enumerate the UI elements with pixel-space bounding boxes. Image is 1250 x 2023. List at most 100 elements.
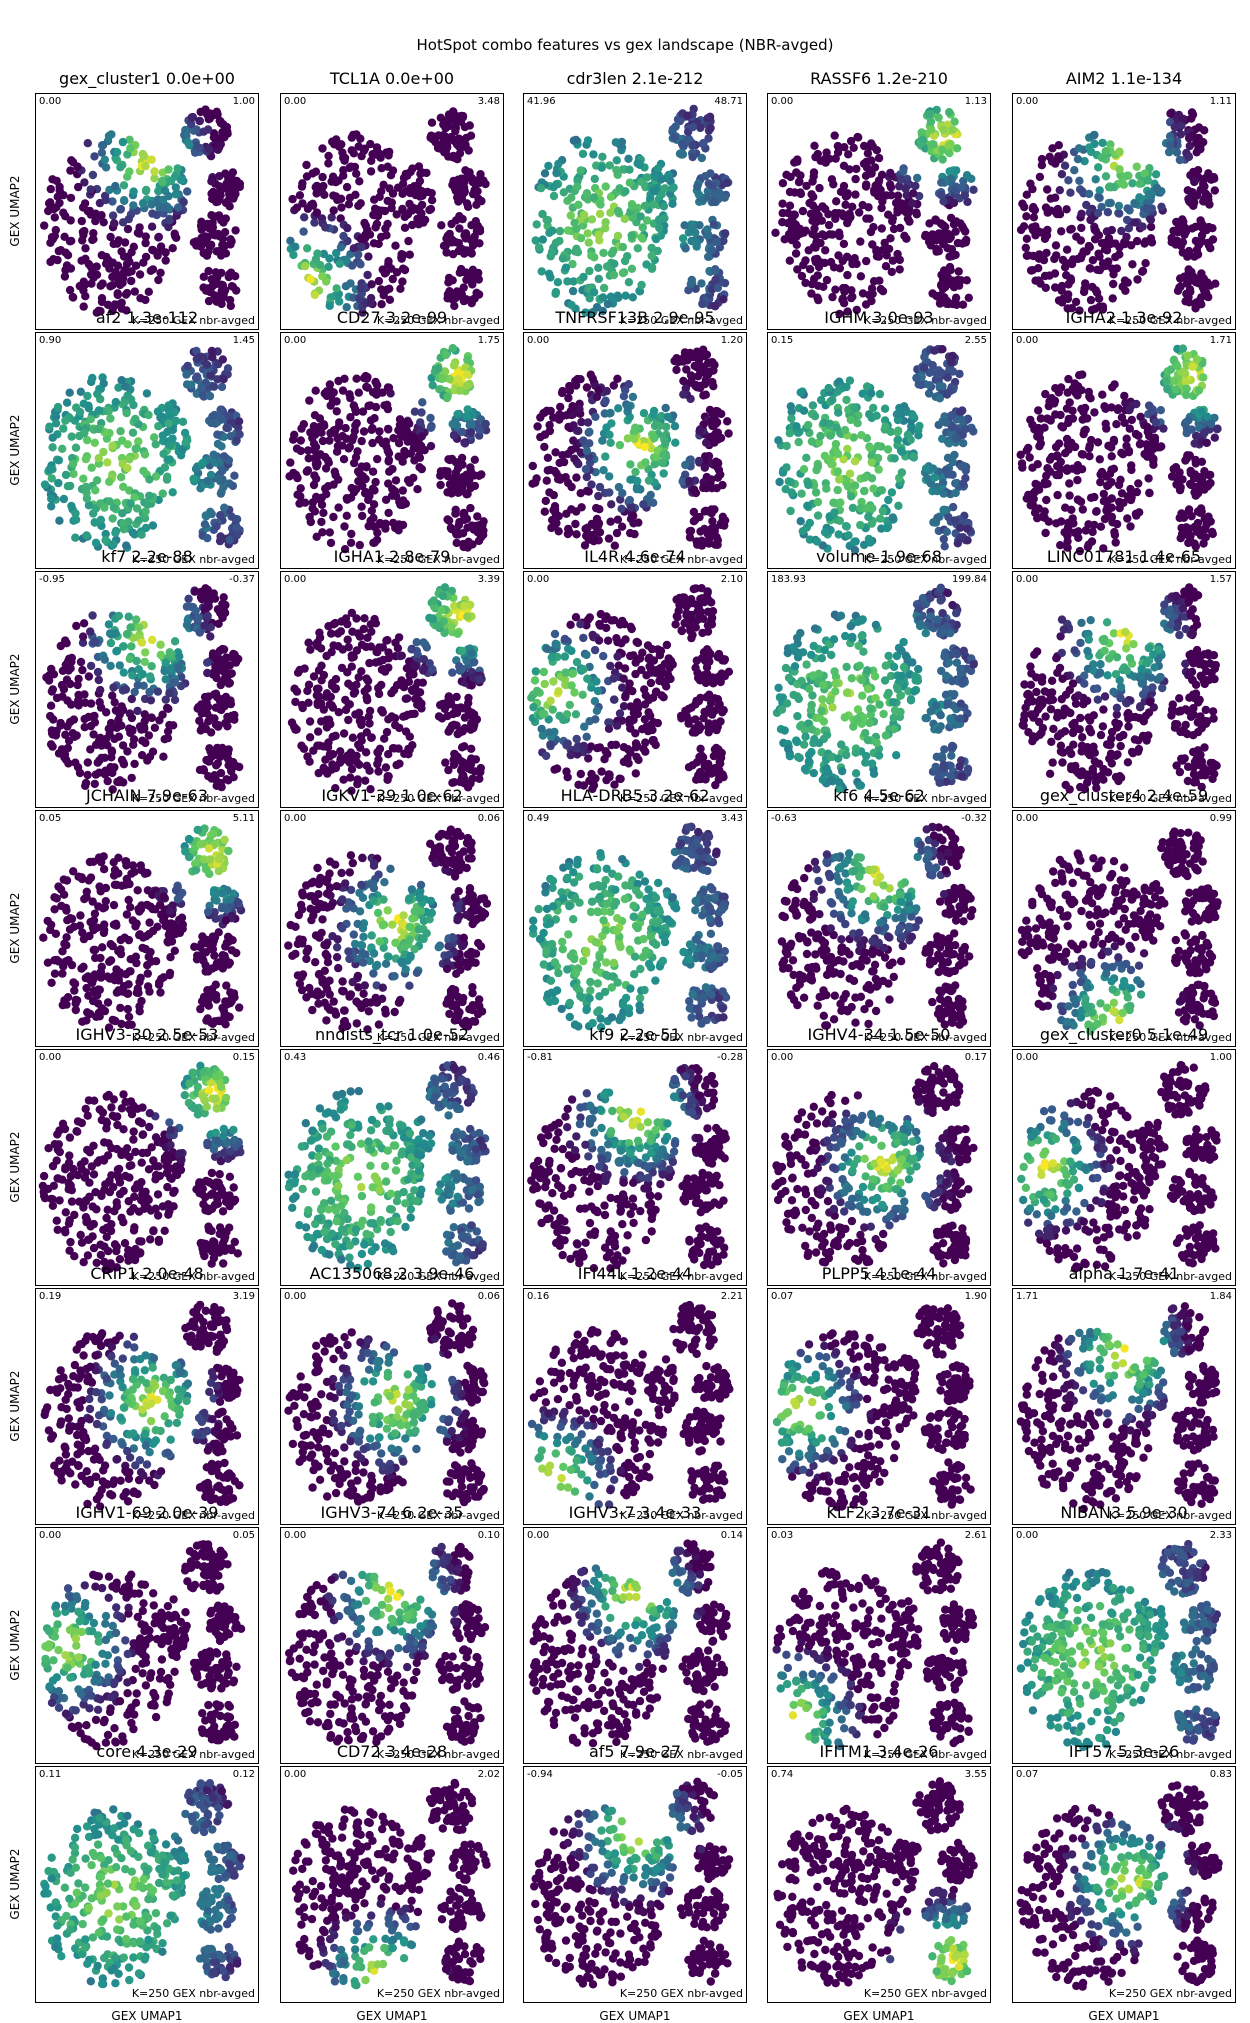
cell-point (457, 265, 465, 273)
cell-point (963, 171, 971, 179)
cell-point (1183, 352, 1191, 360)
cell-point (106, 282, 114, 290)
cell-point (811, 153, 819, 161)
cell-point (614, 207, 622, 215)
cell-point (813, 537, 821, 545)
cell-point (297, 436, 305, 444)
cell-point (947, 233, 955, 241)
cell-point (937, 178, 945, 186)
cell-point (961, 227, 969, 235)
cell-point (688, 142, 696, 150)
cell-point (372, 391, 380, 399)
cell-point (943, 528, 951, 536)
cell-point (1125, 406, 1133, 414)
cell-point (567, 446, 575, 454)
cell-point (931, 473, 939, 481)
cell-point (101, 156, 109, 164)
cell-point (643, 216, 651, 224)
cell-point (535, 243, 543, 251)
cell-point (289, 251, 297, 259)
cell-point (894, 435, 902, 443)
cell-point (122, 685, 130, 693)
cell-point (672, 366, 680, 374)
cell-point (544, 466, 552, 474)
cell-point (579, 150, 587, 158)
cell-point (352, 375, 360, 383)
cell-point (451, 184, 459, 192)
cell-point (1172, 473, 1180, 481)
cell-point (606, 161, 614, 169)
cell-point (1185, 134, 1193, 142)
cell-point (148, 223, 156, 231)
cell-point (143, 389, 151, 397)
cell-point (84, 402, 92, 410)
cell-point (660, 214, 668, 222)
cell-point (645, 476, 653, 484)
cell-point (614, 232, 622, 240)
cell-point (384, 151, 392, 159)
cell-point (810, 168, 818, 176)
cell-point (467, 428, 475, 436)
cell-point (1043, 464, 1051, 472)
cell-point (894, 502, 902, 510)
cell-point (219, 355, 227, 363)
cell-point (455, 521, 463, 529)
cell-point (1186, 480, 1194, 488)
cell-point (703, 114, 711, 122)
cell-point (847, 492, 855, 500)
cell-point (614, 294, 622, 302)
cell-point (925, 219, 933, 227)
cell-point (109, 211, 117, 219)
cell-point (335, 142, 343, 150)
cell-point (556, 403, 564, 411)
cell-point (113, 148, 121, 156)
cell-point (40, 221, 48, 229)
cell-point (885, 245, 893, 253)
cell-point (141, 648, 149, 656)
colorscale-min-label: 0.00 (771, 96, 793, 107)
cell-point (93, 390, 101, 398)
cell-point (1110, 465, 1118, 473)
cell-point (641, 458, 649, 466)
cell-point (444, 472, 452, 480)
cell-point (165, 401, 173, 409)
cell-point (815, 263, 823, 271)
cell-point (589, 150, 597, 158)
cell-point (472, 201, 480, 209)
cell-point (1043, 185, 1051, 193)
cell-point (821, 528, 829, 536)
cell-point (236, 180, 244, 188)
cell-point (962, 238, 970, 246)
cell-point (568, 402, 576, 410)
cell-point (1077, 210, 1085, 218)
cell-point (149, 748, 157, 756)
cell-point (174, 164, 182, 172)
cell-point (312, 475, 320, 483)
cell-point (862, 257, 870, 265)
cell-point (606, 439, 614, 447)
cell-point (642, 260, 650, 268)
cell-point (1069, 519, 1077, 527)
cell-point (1188, 363, 1196, 371)
cell-point (187, 381, 195, 389)
cell-point (54, 479, 62, 487)
cell-point (771, 229, 779, 237)
cell-point (594, 386, 602, 394)
cell-point (220, 452, 228, 460)
cell-point (610, 260, 618, 268)
cell-point (683, 112, 691, 120)
cell-point (302, 161, 310, 169)
cell-point (585, 439, 593, 447)
cell-point (429, 135, 437, 143)
cell-point (1123, 204, 1131, 212)
cell-point (812, 232, 820, 240)
cell-point (574, 460, 582, 468)
cell-point (654, 164, 662, 172)
colorscale-max-label: 48.71 (714, 96, 743, 107)
cell-point (445, 110, 453, 118)
cell-point (671, 122, 679, 130)
cell-point (1082, 526, 1090, 534)
cell-point (545, 488, 553, 496)
cell-point (628, 231, 636, 239)
cell-point (72, 444, 80, 452)
